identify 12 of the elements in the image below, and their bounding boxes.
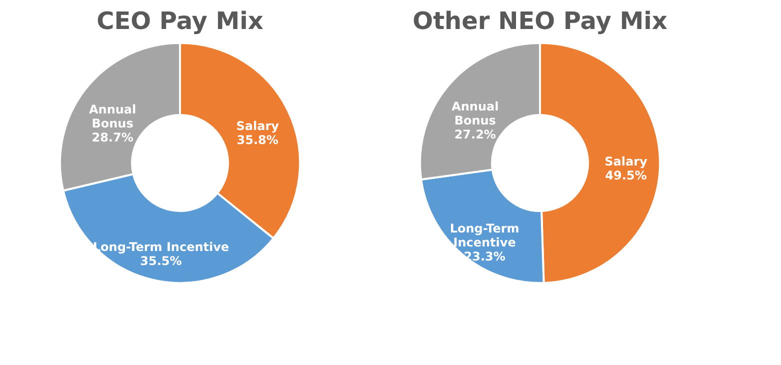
slice-label: Long-Term Incentive (450, 222, 520, 250)
data-label: 35.8% (236, 132, 278, 147)
chart-title: CEO Pay Mix (96, 7, 264, 35)
data-label: 49.5% (605, 168, 647, 183)
data-label: 27.2% (454, 128, 496, 142)
slice-label: Salary (236, 118, 280, 133)
data-label: 35.5% (140, 254, 182, 268)
slice-label: Salary (604, 154, 648, 169)
slice-label: Annual Bonus (88, 102, 136, 131)
data-label: 28.7% (92, 130, 134, 145)
slice-label: Annual Bonus (452, 100, 499, 128)
chart-title: Other NEO Pay Mix (412, 7, 668, 35)
